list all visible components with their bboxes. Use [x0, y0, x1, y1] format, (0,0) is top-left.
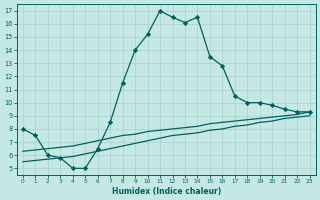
X-axis label: Humidex (Indice chaleur): Humidex (Indice chaleur) — [112, 187, 221, 196]
